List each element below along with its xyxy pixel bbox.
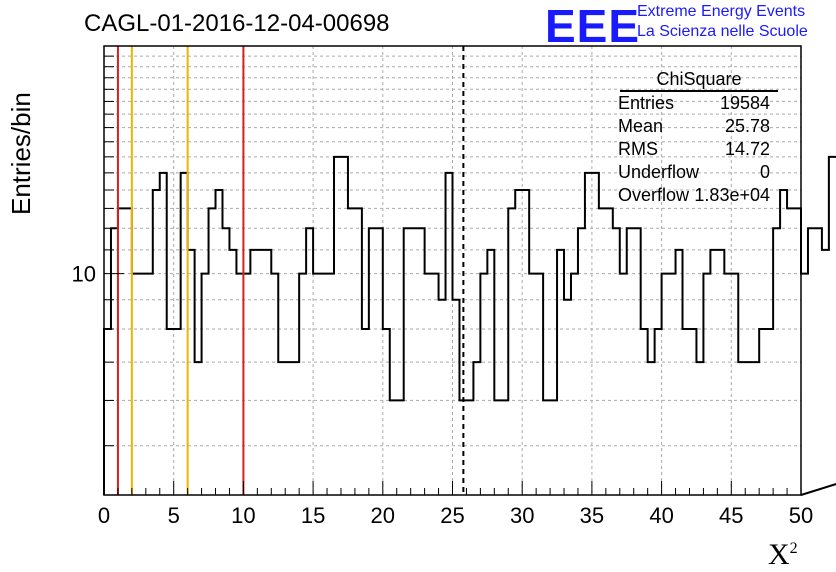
logo-text-line1: Extreme Energy Events bbox=[637, 3, 806, 20]
eee-logo: EEE bbox=[545, 0, 641, 52]
x-tick-label: 10 bbox=[231, 503, 255, 528]
stats-row-overflow: Overflow 1.83e+04 bbox=[612, 184, 778, 207]
stats-row-underflow: Underflow 0 bbox=[612, 161, 778, 184]
stats-row-mean: Mean 25.78 bbox=[612, 115, 778, 138]
stats-key: Overflow bbox=[618, 185, 690, 205]
tick-labels: 0 5 10 15 20 25 30 35 40 45 50 10 bbox=[72, 262, 814, 528]
stats-key: Entries bbox=[618, 93, 675, 113]
logo-text-line2: La Scienza nelle Scuole bbox=[637, 23, 808, 40]
chart-title: CAGL-01-2016-12-04-00698 bbox=[84, 10, 390, 37]
stats-key: Mean bbox=[618, 116, 664, 136]
stats-box: ChiSquare Entries 19584 Mean 25.78 RMS 14.7… bbox=[612, 68, 778, 207]
x-axis-label: X2 bbox=[768, 538, 798, 571]
stats-value: 25.78 bbox=[724, 116, 770, 136]
x-tick-label: 35 bbox=[580, 503, 604, 528]
reference-lines bbox=[116, 46, 465, 495]
x-tick-label: 5 bbox=[168, 503, 180, 528]
stats-value: 14.72 bbox=[724, 139, 770, 159]
stats-title: ChiSquare bbox=[620, 68, 778, 92]
stats-row-entries: Entries 19584 bbox=[612, 92, 778, 115]
x-tick-label: 0 bbox=[98, 503, 110, 528]
x-tick-label: 30 bbox=[510, 503, 534, 528]
x-tick-label: 45 bbox=[719, 503, 743, 528]
stats-key: Underflow bbox=[618, 162, 700, 182]
x-tick-label: 20 bbox=[371, 503, 395, 528]
x-tick-label: 25 bbox=[440, 503, 464, 528]
y-tick-label: 10 bbox=[72, 262, 96, 287]
x-tick-label: 50 bbox=[789, 503, 813, 528]
x-tick-label: 15 bbox=[301, 503, 325, 528]
stats-value: 19584 bbox=[719, 93, 770, 113]
stats-value: 1.83e+04 bbox=[694, 185, 770, 205]
x-tick-label: 40 bbox=[649, 503, 673, 528]
stats-row-rms: RMS 14.72 bbox=[612, 138, 778, 161]
stats-key: RMS bbox=[618, 139, 658, 159]
histogram-series bbox=[103, 155, 836, 496]
y-axis-label: Entries/bin bbox=[6, 92, 36, 215]
histogram-step-line bbox=[103, 155, 836, 496]
axis-ticks bbox=[103, 45, 802, 495]
stats-value: 0 bbox=[759, 162, 770, 182]
